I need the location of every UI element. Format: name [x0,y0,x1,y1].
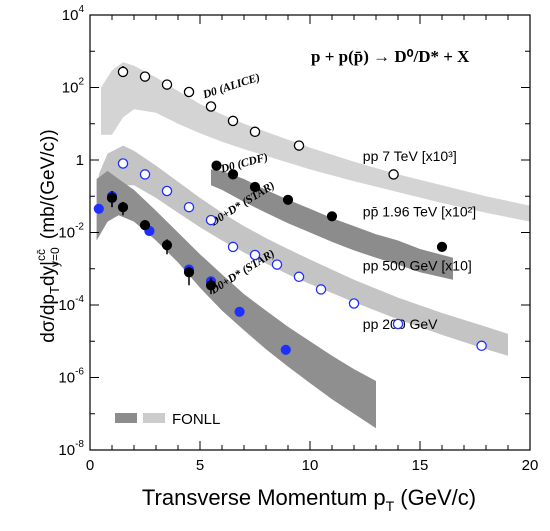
data-point [183,201,195,213]
data-point [348,298,360,309]
data-point [161,79,173,90]
data-point [93,203,104,214]
data-point [436,241,448,252]
data-point [227,115,239,127]
data-point [117,158,129,169]
data-point [161,240,173,251]
data-point [293,140,305,151]
data-point [139,220,151,231]
bands-layer [96,62,530,429]
curve-label-1: D0 (CDF) [219,151,270,175]
x-tick-label: 0 [86,457,94,474]
data-point [117,202,129,213]
data-point [139,71,151,82]
x-tick-label: 15 [412,457,429,474]
x-tick-label: 5 [196,457,204,474]
data-point [234,306,245,317]
data-point [183,267,195,278]
data-point [205,214,217,226]
data-point [249,249,261,261]
series-d-d-star-pp-500-gev [117,158,487,352]
x-tick-label: 10 [302,457,319,474]
legend: FONLL [115,411,220,428]
data-point [271,259,283,270]
legend-label: FONLL [172,411,220,428]
data-point [476,340,487,352]
dataset-label-1: pp̄ 1.96 TeV [x10²] [363,203,476,219]
reaction-label: p + p(p̄) → D⁰/D* + X [311,47,470,66]
data-point [161,185,173,197]
data-point [205,280,217,291]
dataset-label-2: pp 500 GeV [x10] [363,257,472,273]
y-tick-label: 10-4 [58,294,84,314]
fonll-band-pp-7-tev [101,62,530,222]
y-tick-label: 104 [62,4,85,24]
frame-layer [89,14,531,451]
data-point [249,126,261,138]
data-point [392,318,404,330]
y-tick-label: 1 [76,152,84,169]
dataset-label-0: pp 7 TeV [x10³] [363,148,457,164]
data-point [315,284,327,295]
y-tick-label: 10-6 [58,367,84,387]
series-d-cdf [211,160,448,252]
data-point [227,241,239,253]
y-tick-label: 10-2 [58,222,84,242]
y-axis-title: dσ/dpTdy|cc̄y=0 (mb/(GeV/c)) [34,129,62,342]
data-point [183,86,195,98]
data-point [106,192,118,203]
data-point [205,101,217,112]
series-d-alice [117,66,399,180]
data-point [388,169,399,180]
fonll-band-pp-1-96-tev [211,169,453,280]
curve-label-0: D0 (ALICE) [201,72,262,102]
data-point [282,194,294,205]
data-point [249,181,261,193]
data-point [326,211,338,222]
fonll-band-pp-500-gev [98,145,509,356]
points-layer [93,66,487,355]
x-tick-label: 20 [522,457,539,474]
data-point [117,66,129,78]
data-point [139,169,151,180]
legend-band-light [143,413,165,423]
data-point [280,344,291,355]
fonll-band-pp-200-gev [96,170,376,429]
data-point [293,271,305,283]
legend-band-dark [115,413,137,423]
y-tick-label: 102 [62,77,85,97]
y-tick-label: 10-8 [58,439,84,459]
data-point [227,169,239,180]
x-axis-title: Transverse Momentum pT (GeV/c) [142,485,476,514]
data-point [211,160,222,171]
series-d-star-pp-200-gev [106,190,217,295]
